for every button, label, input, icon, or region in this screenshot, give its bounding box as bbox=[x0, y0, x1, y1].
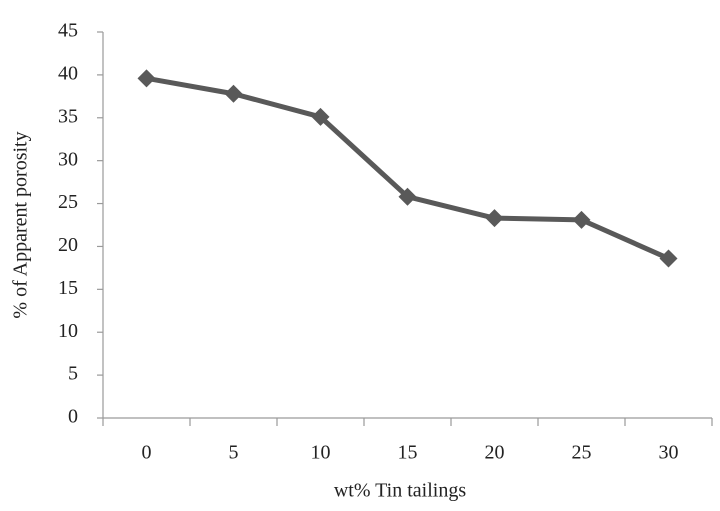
y-tick-label: 45 bbox=[58, 20, 78, 42]
x-tick-label: 25 bbox=[572, 442, 592, 464]
marker bbox=[137, 69, 156, 88]
x-axis-title: wt% Tin tailings bbox=[334, 480, 466, 502]
y-tick-label: 20 bbox=[58, 234, 78, 256]
y-tick-label: 25 bbox=[58, 191, 78, 213]
y-axis-title: % of Apparent porosity bbox=[10, 131, 32, 318]
y-tick-label: 40 bbox=[58, 62, 78, 84]
marker bbox=[311, 107, 330, 126]
y-tick-label: 5 bbox=[68, 363, 78, 385]
y-tick-label: 15 bbox=[58, 277, 78, 299]
marker bbox=[485, 209, 504, 228]
marker bbox=[659, 249, 678, 268]
marker bbox=[224, 84, 243, 103]
x-tick-label: 20 bbox=[485, 442, 505, 464]
x-tick-label: 30 bbox=[659, 442, 679, 464]
line bbox=[146, 75, 670, 261]
x-tick-label: 5 bbox=[229, 442, 239, 464]
marker bbox=[398, 187, 417, 206]
y-tick-label: 10 bbox=[58, 320, 78, 342]
x-tick-label: 0 bbox=[142, 442, 152, 464]
x-tick-label: 15 bbox=[398, 442, 418, 464]
y-tick-label: 0 bbox=[68, 406, 78, 428]
y-tick-label: 30 bbox=[58, 148, 78, 170]
x-tick-label: 10 bbox=[311, 442, 331, 464]
marker bbox=[572, 210, 591, 229]
y-tick-label: 35 bbox=[58, 105, 78, 127]
